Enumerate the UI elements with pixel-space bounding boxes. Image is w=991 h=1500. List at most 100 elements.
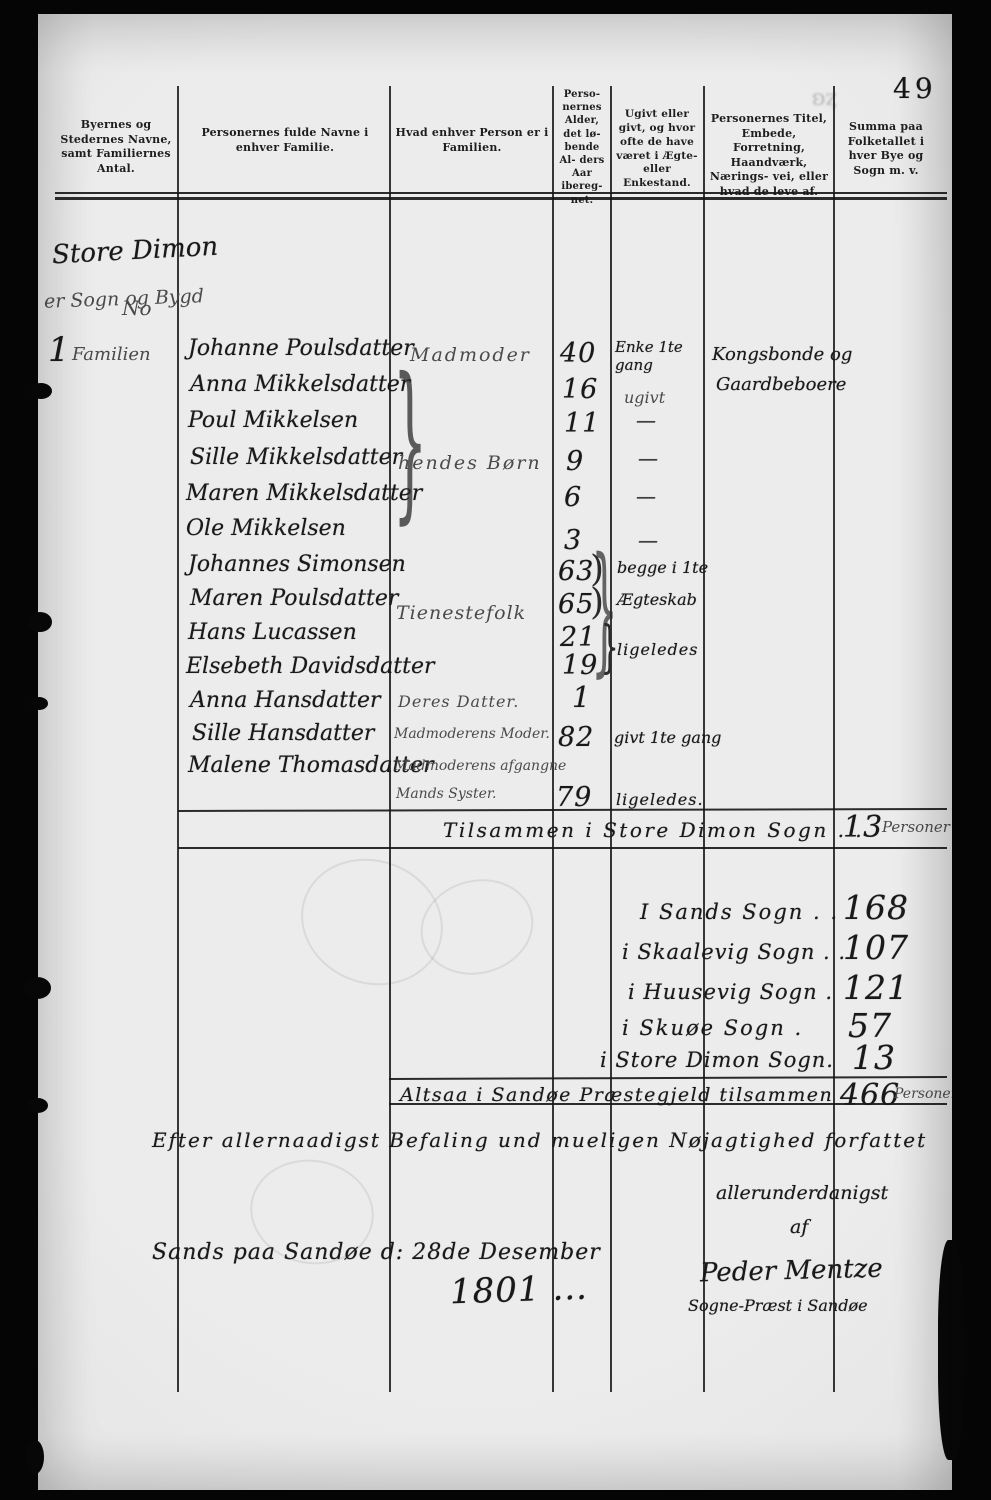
family-label: Familien <box>72 344 151 365</box>
record-name: Maren Poulsdatter <box>190 586 399 611</box>
record-marital: Ægteskab <box>617 590 697 609</box>
sogn-summary-rule-bottom <box>178 847 947 849</box>
record-marital: ligeledes <box>617 640 699 659</box>
record-name: Sille Mikkelsdatter <box>190 445 403 470</box>
record-name: Ole Mikkelsen <box>186 516 346 541</box>
scan-border-left <box>0 0 38 1500</box>
record-name: Malene Thomasdatter <box>188 753 434 778</box>
record-age: 79 <box>556 782 593 813</box>
record-name: Maren Mikkelsdatter <box>186 481 423 506</box>
record-name: Elsebeth Davidsdatter <box>186 654 435 679</box>
header-col-summa: Summa paa Folketallet i hver Bye og Sogn… <box>847 120 925 177</box>
paper-sheet <box>38 14 952 1492</box>
scan-artifact <box>30 383 52 399</box>
table-rule-vertical <box>389 86 391 1392</box>
record-age: 65 <box>558 589 595 620</box>
parish-total-value: 168 <box>843 888 909 927</box>
closing-af: af <box>790 1216 809 1238</box>
parish-total-label: i Skaalevig Sogn . . <box>622 940 847 964</box>
signature-name: Peder Mentze <box>699 1253 884 1289</box>
record-marital: ligeledes. <box>616 790 704 809</box>
pencil-smudge: ʚȥ <box>812 86 838 111</box>
grand-total-rule-bottom <box>389 1103 947 1105</box>
record-age: 82 <box>558 722 595 753</box>
record-role: Mands Syster. <box>396 786 497 802</box>
record-marital-dash: — <box>638 446 658 470</box>
table-rule-vertical <box>610 86 612 1392</box>
closing-allerunderdanigst: allerunderdanigst <box>716 1182 889 1204</box>
scan-artifact <box>28 1098 48 1113</box>
record-role: hendes Børn <box>398 452 542 474</box>
header-col-places: Byernes og Stedernes Navne, samt Familie… <box>60 118 172 175</box>
record-marital-dash: — <box>638 528 658 552</box>
record-age: 9 <box>566 446 585 477</box>
family-number: 1 <box>48 330 70 370</box>
record-age: 1 <box>572 680 592 714</box>
scan-artifact <box>30 697 48 710</box>
table-rule-vertical <box>703 86 705 1392</box>
record-name: Johannes Simonsen <box>188 552 406 577</box>
record-role: Tienestefolk <box>396 602 527 624</box>
parish-total-value: 57 <box>848 1006 892 1045</box>
record-marital: givt 1te gang <box>614 728 722 747</box>
table-rule-vertical <box>177 86 179 1392</box>
record-age: 11 <box>564 408 601 439</box>
record-name: Hans Lucassen <box>188 620 357 645</box>
record-name: Anna Mikkelsdatter <box>190 372 411 397</box>
record-name: Sille Hansdatter <box>192 721 375 746</box>
scan-artifact <box>26 1440 44 1474</box>
header-col-names: Personernes fulde Navne i enhver Familie… <box>201 126 369 154</box>
record-marital-dash: — <box>636 408 656 432</box>
record-role: Madmoderens afgangne <box>394 758 567 774</box>
header-col-age: Perso- nernes Alder, det lø- bende Al- d… <box>559 89 605 206</box>
parish-total-label: i Store Dimon Sogn. <box>600 1048 834 1072</box>
record-age: 3 <box>564 525 583 556</box>
record-occupation-line2: Gaardbeboere <box>716 374 847 395</box>
scan-artifact <box>938 1240 964 1460</box>
record-age: 19 <box>562 650 599 681</box>
grand-total-value: 466 <box>840 1078 901 1113</box>
parish-total-value: 107 <box>843 928 909 967</box>
record-role: Deres Datter. <box>398 692 520 711</box>
header-col-occupation: Personernes Titel, Embede, Forretning, H… <box>709 112 829 198</box>
dateline-place-date: Sands paa Sandøe d: 28de Desember <box>152 1240 601 1265</box>
record-role: Madmoderens Moder. <box>394 726 550 742</box>
parish-total-label: I Sands Sogn . . <box>640 900 839 924</box>
servants-brace: } <box>591 528 618 691</box>
parish-total-value: 121 <box>843 968 909 1007</box>
scan-artifact <box>24 977 51 999</box>
record-marital: Enke 1te gang <box>615 338 683 374</box>
record-name: Johanne Poulsdatter <box>188 336 414 361</box>
parish-total-label: i Skuøe Sogn . <box>622 1016 804 1040</box>
header-col-position: Hvad enhver Person er i Familien. <box>395 126 549 154</box>
parish-total-value: 13 <box>852 1038 896 1077</box>
record-age: 21 <box>560 622 597 653</box>
table-rule-vertical <box>552 86 554 1392</box>
sogn-summary-value: 13 <box>843 810 884 845</box>
sogn-summary-unit: Personer <box>882 818 950 836</box>
record-marital: begge i 1te <box>617 558 709 577</box>
record-marital: ugivt <box>624 388 666 407</box>
record-occupation-line1: Kongsbonde og <box>712 344 853 365</box>
family-number-mark: No <box>122 296 152 320</box>
record-age: 40 <box>560 338 597 369</box>
signature-title: Sogne-Præst i Sandøe <box>688 1296 868 1315</box>
record-name: Poul Mikkelsen <box>188 408 359 433</box>
scan-border-top <box>0 0 991 14</box>
grand-total-label: Altsaa i Sandøe Præstegjeld tilsammen <box>400 1084 834 1106</box>
table-rule-vertical <box>833 86 835 1392</box>
scan-border-bottom <box>0 1490 991 1500</box>
page-number: 49 <box>893 72 937 105</box>
record-age: 63 <box>558 556 595 587</box>
record-age: 16 <box>562 374 599 405</box>
record-role: Madmoder <box>410 344 531 366</box>
record-name: Anna Hansdatter <box>190 688 381 713</box>
record-age: 6 <box>564 482 583 513</box>
dateline-year: 1801 ... <box>449 1267 589 1313</box>
age-brace: ) <box>590 582 605 623</box>
grand-total-unit: Personer <box>894 1086 958 1102</box>
age-brace: ) <box>590 549 605 590</box>
record-marital-dash: — <box>636 484 656 508</box>
scan-artifact <box>28 612 52 632</box>
